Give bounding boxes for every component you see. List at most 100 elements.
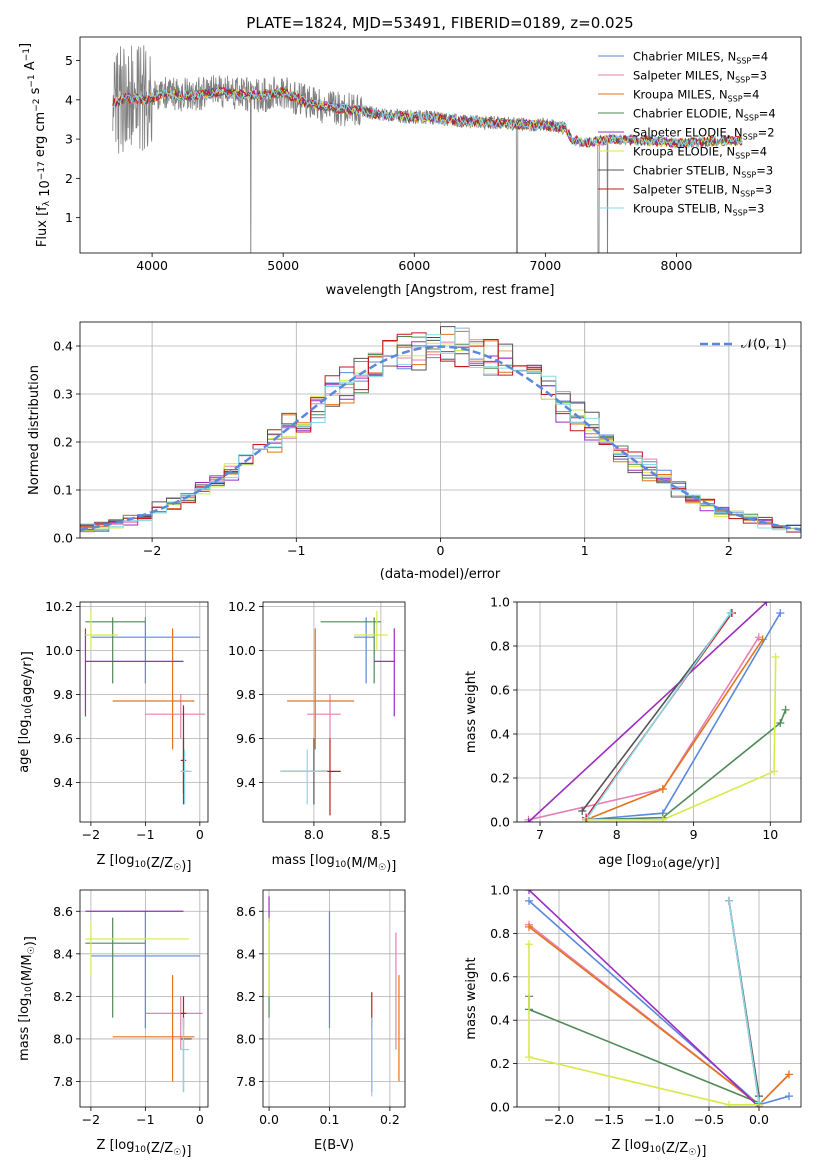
y-tick-label: 8.0 (53, 1031, 73, 1046)
x-tick-label: −1 (136, 827, 154, 842)
y-tick-label: 7.8 (53, 1074, 73, 1089)
y-tick-label: 0.8 (490, 926, 510, 941)
y-tick-label: 8.2 (53, 989, 73, 1004)
axes-frame (516, 601, 802, 823)
x-axis-label: mass [log10(M/M☉)] (272, 853, 397, 874)
axes-frame (516, 889, 802, 1108)
errorbar-chabrier-elodie (85, 617, 146, 684)
mass-weight-chabrier-elodie (582, 705, 790, 822)
errorbar-kroupa-elodie (354, 610, 388, 651)
y-tick-label: 0.0 (490, 1100, 510, 1115)
legend-label: Kroupa STELIB, NSSP=3 (633, 202, 764, 218)
y-tick-label: 0.2 (490, 1056, 510, 1071)
errorbar-chabrier-elodie (85, 917, 146, 1018)
x-axis-label: (data-model)/error (380, 567, 501, 582)
axes-frame (79, 889, 209, 1108)
errorbar-salpeter-miles (145, 694, 206, 739)
y-tick-label: 8.6 (53, 904, 73, 919)
y-tick-label: 0.0 (490, 815, 510, 830)
plot-area (263, 890, 405, 1107)
data-point-marker (525, 1053, 533, 1062)
y-tick-label: 0.4 (490, 727, 510, 742)
plot-area (263, 602, 405, 822)
x-tick-label: 8000 (661, 258, 693, 273)
mass-weight-salpeter-elodie (524, 602, 771, 822)
mass-weight-kroupa-stelib (725, 896, 763, 1107)
y-tick-label: 0.6 (490, 969, 510, 984)
y-tick-label: 0.2 (53, 435, 73, 450)
legend-label: 𝒩(0, 1) (741, 336, 787, 351)
errorbar-kroupa-stelib (280, 749, 328, 805)
errorbar-salpeter-miles (145, 996, 203, 1050)
data-point-marker (785, 1092, 793, 1101)
histogram-kroupa-stelib (80, 327, 801, 532)
x-tick-label: 0.0 (259, 1112, 279, 1127)
data-point-marker (525, 922, 533, 931)
data-point-marker (758, 635, 767, 644)
x-tick-label: 0.1 (320, 1112, 340, 1127)
y-tick-label: 9.6 (236, 731, 256, 746)
x-tick-label: 0 (196, 1112, 204, 1127)
x-axis-label: Z [log10(Z/Z☉)] (97, 1138, 192, 1159)
y-tick-label: 10.2 (228, 599, 256, 614)
plot-area (517, 890, 801, 1107)
data-point-marker (725, 896, 733, 905)
model-spectrum-kroupa-stelib (112, 87, 743, 148)
x-axis-label: E(B-V) (314, 1138, 354, 1153)
data-point-marker (725, 1100, 733, 1107)
data-point-marker (658, 785, 667, 793)
data-point-marker (583, 813, 592, 822)
x-tick-label: 0 (437, 543, 445, 558)
errorbar-kroupa-elodie (85, 610, 119, 651)
plot-area (112, 45, 743, 253)
x-tick-label: 10 (762, 827, 778, 842)
y-axis-label: mass weight (464, 957, 479, 1039)
y-tick-label: 0.1 (53, 483, 73, 498)
data-point-marker (785, 1070, 793, 1079)
x-tick-label: 7000 (529, 258, 561, 273)
panel-age-vs-Z: −2 −1 0 9.4 9.6 9.8 10.0 10.2 Z [log10(Z/Z☉)] age… (17, 599, 209, 874)
data-point-marker (658, 815, 667, 822)
x-tick-label: 2 (725, 543, 733, 558)
legend-label: Chabrier ELODIE, NSSP=4 (633, 107, 776, 123)
y-tick-label: 1.0 (490, 883, 510, 898)
panel-mass-vs-EBV: 0.0 0.1 0.2 7.8 8.0 8.2 8.4 8.6 E(B-V) (236, 889, 406, 1153)
data-point-marker (781, 705, 790, 714)
histogram-chabrier-stelib (80, 326, 801, 532)
errorbar-kroupa-stelib (180, 1017, 189, 1093)
errorbar-kroupa-stelib (180, 749, 192, 805)
axes-frame (262, 889, 406, 1108)
x-tick-label: −1.5 (594, 1112, 624, 1127)
legend-label: Salpeter ELODIE, NSSP=2 (633, 126, 775, 142)
y-tick-label: 8.4 (53, 946, 73, 961)
x-axis-label: wavelength [Angstrom, rest frame] (326, 283, 555, 298)
y-tick-label: 10.0 (45, 643, 73, 658)
y-tick-label: 2 (65, 171, 73, 186)
errorbar-salpeter-miles (307, 694, 341, 739)
errorbar-salpeter-elodie (84, 628, 184, 717)
x-tick-label: −1.0 (644, 1112, 674, 1127)
x-tick-label: 4000 (136, 258, 168, 273)
y-axis-label: age [log10(age/yr)] (17, 651, 35, 773)
y-tick-label: 9.8 (236, 687, 256, 702)
errorbar-chabrier-miles (354, 617, 375, 684)
x-tick-label: −0.5 (694, 1112, 724, 1127)
panel-mass-vs-Z: −2 −1 0 7.8 8.0 8.2 8.4 8.6 Z [log10(Z/Z☉)] mass … (17, 889, 209, 1159)
x-tick-label: 8.5 (371, 827, 391, 842)
y-axis-label: Flux [fλ 10−17 erg cm−2 s−1 A−1] (18, 43, 53, 247)
legend-label: Salpeter MILES, NSSP=3 (633, 69, 767, 85)
mass-weight-chabrier-miles (582, 609, 785, 822)
y-tick-label: 0.3 (53, 387, 73, 402)
x-tick-label: 0 (196, 827, 204, 842)
y-tick-label: 3 (65, 132, 73, 147)
legend-label: Chabrier STELIB, NSSP=3 (633, 164, 773, 180)
x-tick-label: 7 (536, 827, 544, 842)
y-tick-label: 8.4 (236, 946, 256, 961)
y-tick-label: 5 (65, 53, 73, 68)
normal-reference-curve (80, 345, 801, 531)
errorbar-chabrier-miles (90, 617, 200, 684)
y-tick-label: 1.0 (490, 595, 510, 610)
x-axis-label: Z [log10(Z/Z☉)] (612, 1138, 707, 1159)
data-point-marker (776, 719, 785, 727)
